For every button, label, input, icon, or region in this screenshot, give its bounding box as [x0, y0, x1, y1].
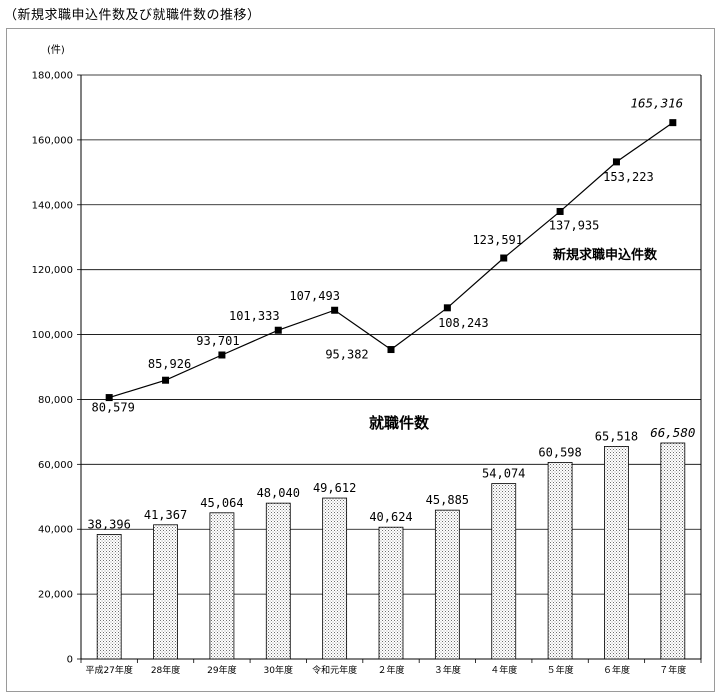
line-data-label: 95,382 — [325, 348, 368, 362]
bar-data-label: 45,064 — [200, 496, 243, 510]
bar-mark — [660, 442, 686, 660]
line-data-label: 137,935 — [549, 218, 600, 232]
series-label-applications: 新規求職申込件数 — [553, 247, 658, 263]
bar-data-label: 66,580 — [650, 425, 695, 440]
bar-mark — [604, 446, 629, 660]
bar-mark — [209, 512, 235, 660]
bar-data-label: 38,396 — [88, 517, 131, 531]
line-marker — [331, 306, 339, 314]
line-marker — [556, 207, 564, 215]
x-tick-label: ４年度 — [490, 664, 517, 676]
line-marker — [500, 254, 508, 262]
y-tick-label: 60,000 — [38, 460, 73, 471]
x-tick-label: ２年度 — [377, 664, 404, 676]
y-tick-label: 120,000 — [32, 265, 73, 276]
line-data-label: 80,579 — [92, 401, 135, 415]
line-data-label: 107,493 — [289, 289, 340, 303]
bar-mark — [434, 509, 460, 660]
line-data-label: 108,243 — [438, 316, 489, 330]
bar-mark — [491, 483, 517, 660]
line-marker — [105, 394, 113, 402]
bar-mark — [96, 534, 122, 660]
series-label-placements: 就職件数 — [369, 414, 430, 432]
x-tick-label: 29年度 — [207, 664, 236, 676]
page-title: （新規求職申込件数及び就職件数の推移） — [4, 8, 261, 23]
y-tick-label: 20,000 — [38, 590, 73, 601]
y-tick-label: 140,000 — [32, 200, 73, 211]
y-tick-label: 160,000 — [32, 135, 73, 146]
line-marker — [218, 351, 226, 359]
bar-data-label: 45,885 — [426, 493, 469, 507]
y-tick-label: 100,000 — [32, 330, 73, 341]
y-tick-label: 40,000 — [38, 525, 73, 536]
bar-mark — [265, 502, 291, 660]
x-tick-label: 28年度 — [151, 664, 180, 676]
x-tick-label: ３年度 — [434, 664, 461, 676]
chart-frame: 0 20,000 40,000 60,000 80,000 100,000 120,000 1… — [6, 28, 715, 692]
x-tick-label: ６年度 — [603, 664, 630, 676]
line-data-label: 101,333 — [229, 309, 280, 323]
line-marker — [612, 158, 620, 166]
y-tick-label: 80,000 — [38, 395, 73, 406]
x-tick-label: ７年度 — [659, 664, 686, 676]
y-axis-unit: (件) — [47, 44, 65, 56]
x-tick-label: 30年度 — [264, 664, 293, 676]
chart-svg: 0 20,000 40,000 60,000 80,000 100,000 120,000 1… — [32, 44, 702, 676]
y-tick-label: 180,000 — [32, 71, 73, 82]
y-tick-label: 0 — [67, 655, 73, 666]
bar-mark — [378, 526, 404, 660]
line-marker — [443, 304, 451, 312]
line-marker — [162, 376, 170, 384]
bar-data-label: 40,624 — [369, 510, 412, 524]
bar-data-label: 65,518 — [595, 429, 638, 443]
line-data-label: 93,701 — [196, 334, 239, 348]
bar-data-label: 48,040 — [257, 486, 300, 500]
line-marker — [387, 346, 395, 354]
line-data-label: 85,926 — [148, 357, 191, 371]
x-tick-label: 令和元年度 — [312, 664, 357, 676]
bar-mark — [547, 461, 573, 660]
bar-data-label: 54,074 — [482, 467, 525, 481]
line-data-label: 153,223 — [603, 170, 654, 184]
x-tick-label: 平成27年度 — [85, 664, 132, 676]
bar-data-label: 41,367 — [144, 508, 187, 522]
bar-data-label: 49,612 — [313, 481, 356, 495]
bar-data-label: 60,598 — [538, 445, 581, 459]
line-marker — [669, 119, 677, 127]
line-data-label: 165,316 — [630, 96, 683, 111]
bar-mark — [153, 524, 178, 660]
line-data-label: 123,591 — [472, 233, 523, 247]
bar-mark — [322, 497, 348, 660]
x-tick-label: ５年度 — [547, 664, 574, 676]
line-marker — [274, 326, 282, 334]
